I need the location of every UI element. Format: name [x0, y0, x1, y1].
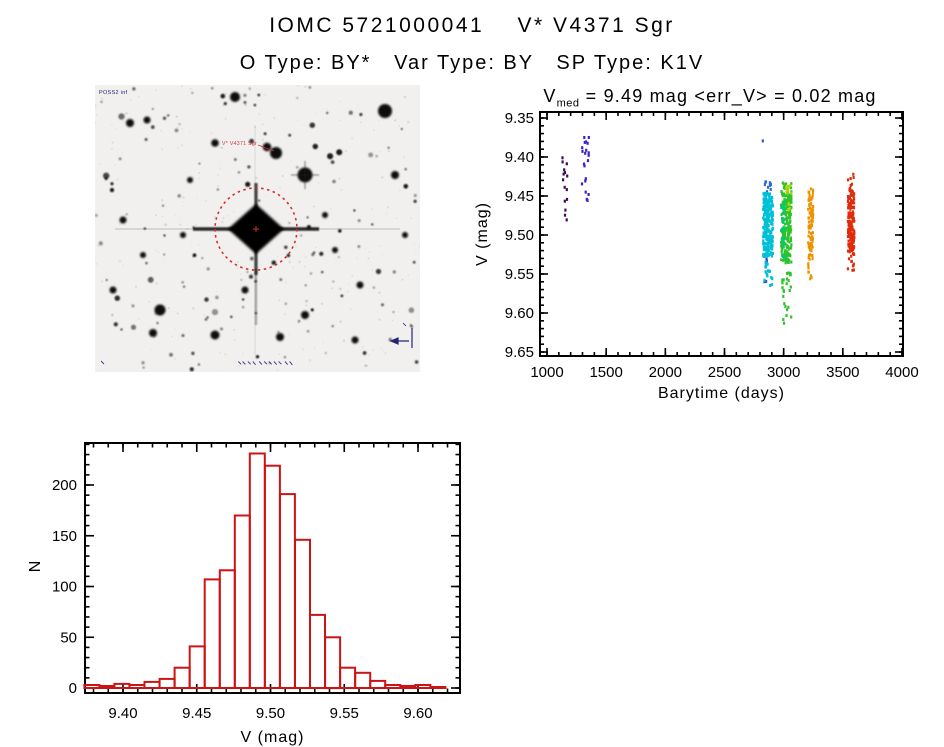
lightcurve-title-sub: med	[556, 97, 580, 110]
scatter-y-axis-label: V (mag)	[474, 202, 491, 266]
hist-axes	[84, 442, 461, 694]
coordinate-annotation	[100, 360, 293, 366]
hist-bar	[324, 636, 342, 690]
target-label-leader	[257, 144, 275, 152]
hist-x-tick-label: 9.60	[403, 705, 432, 722]
scatter-y-tick-label: 9.65	[505, 344, 534, 361]
hist-bar	[128, 684, 146, 689]
hist-bar	[158, 677, 176, 689]
scatter-x-tick-label: 2500	[708, 364, 741, 381]
lightcurve-scatter-plot: 1000 1500 2000 2500 3000 3500 4000 9.35 9.40 9.45…	[474, 110, 919, 402]
hist-x-tick-label: 9.55	[330, 705, 359, 722]
scatter-y-tick-label: 9.40	[505, 149, 534, 166]
hist-bar	[294, 538, 311, 689]
finder-grain	[95, 85, 420, 372]
lightcurve-title-rest: = 9.49 mag <err_V> = 0.02 mag	[579, 86, 877, 106]
scatter-cluster-epoch2-indigo	[580, 136, 590, 202]
hist-y-tick-label: 50	[60, 629, 77, 646]
scatter-cluster-epoch1-violet	[561, 156, 569, 222]
hist-bar	[248, 452, 266, 689]
hist-bar	[83, 684, 101, 689]
scatter-axes	[539, 111, 904, 357]
scatter-y-tick-label: 9.50	[505, 227, 534, 244]
page-subtitle: O Type: BY* Var Type: BY SP Type: K1V	[239, 52, 705, 74]
hist-frame	[84, 442, 461, 694]
hist-bar	[399, 685, 417, 689]
lightcurve-title-v: V	[543, 86, 557, 106]
scatter-y-tick-label: 9.60	[505, 305, 534, 322]
scatter-x-tick-label: 4000	[885, 364, 918, 381]
hist-bar	[233, 514, 251, 689]
hist-bar	[309, 613, 326, 689]
compass-icon	[389, 322, 413, 348]
target-circle	[214, 187, 298, 271]
hist-bar	[98, 685, 116, 689]
scatter-frame	[539, 111, 904, 357]
scatter-x-axis-label: Barytime (days)	[658, 385, 785, 402]
target-label: V* V4371 Sgr	[222, 141, 257, 147]
finder-chart-image: V* V4371 Sgr POSS2 inf	[95, 85, 420, 372]
hist-x-tick-label: 9.45	[182, 705, 211, 722]
hist-bar	[113, 682, 131, 689]
hist-bar	[429, 686, 447, 689]
scatter-y-tick-label: 9.45	[505, 188, 534, 205]
scatter-cluster-epoch4-yellowgreen	[785, 184, 793, 212]
hist-bar	[339, 666, 357, 689]
hist-bar	[188, 645, 206, 689]
hist-x-tick-label: 9.40	[108, 705, 137, 722]
page-title: IOMC 5721000041 V* V4371 Sgr	[269, 14, 675, 37]
scatter-y-tick-label: 9.35	[505, 110, 534, 127]
survey-label: POSS2 inf	[99, 90, 128, 96]
hist-bar	[369, 679, 387, 689]
scatter-x-tick-label: 1500	[589, 364, 622, 381]
hist-x-tick-label: 9.50	[256, 705, 285, 722]
hist-bar	[278, 493, 296, 689]
scatter-cluster-epoch3-cyan	[762, 191, 774, 287]
hist-bar	[263, 464, 281, 690]
hist-y-tick-label: 200	[52, 477, 77, 494]
hist-bar	[384, 684, 402, 689]
hist-bar	[143, 680, 161, 689]
scatter-y-tick-label: 9.55	[505, 266, 534, 283]
scatter-tick-labels: 1000 1500 2000 2500 3000 3500 4000 9.35 9.40 9.45…	[505, 110, 919, 381]
hist-y-tick-label: 0	[69, 680, 77, 697]
hist-y-tick-label: 100	[52, 579, 77, 596]
hist-bar	[203, 578, 221, 689]
hist-tick-labels: 9.40 9.45 9.50 9.55 9.60 0 50 100 150 200	[52, 477, 433, 722]
scatter-cluster-epoch6-red	[846, 172, 856, 272]
magnitude-histogram-plot: 9.40 9.45 9.50 9.55 9.60 0 50 100 150 200 V (mag) N	[27, 442, 461, 746]
hist-bar	[354, 671, 372, 690]
scatter-x-tick-label: 3000	[767, 364, 800, 381]
hist-bars	[83, 452, 447, 690]
scatter-x-tick-label: 2000	[649, 364, 682, 381]
lightcurve-title: Vmed = 9.49 mag <err_V> = 0.02 mag	[480, 86, 940, 110]
hist-bar	[218, 569, 236, 689]
hist-y-axis-label: N	[27, 560, 44, 573]
hist-bar	[173, 666, 191, 689]
scatter-cluster-outlier-blue	[761, 139, 764, 143]
hist-y-tick-label: 150	[52, 528, 77, 545]
scatter-cluster-epoch4-green	[780, 181, 793, 325]
scatter-cluster-epoch5-orange	[807, 187, 815, 281]
hist-x-axis-label: V (mag)	[241, 729, 305, 746]
scatter-x-tick-label: 1000	[530, 364, 563, 381]
scatter-x-tick-label: 3500	[826, 364, 859, 381]
scatter-cluster-epoch4-teal-edge	[780, 200, 786, 259]
